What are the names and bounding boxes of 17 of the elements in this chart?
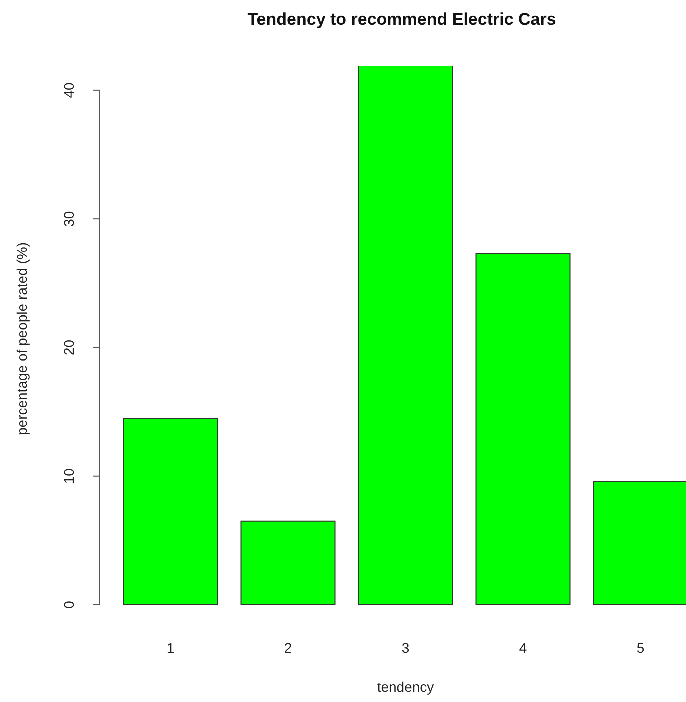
x-axis-title: tendency [377,679,434,695]
x-tick-label: 3 [402,640,410,656]
y-tick-label: 0 [61,600,77,609]
y-axis-title: percentage of people rated (%) [14,242,30,436]
y-tick-label: 10 [61,468,77,484]
y-tick-label: 20 [61,340,77,356]
bar [240,520,336,605]
x-tick-label: 4 [519,640,528,656]
chart-title: Tendency to recommend Electric Cars [246,10,558,30]
y-tick-label: 40 [61,82,77,98]
bar [476,253,571,605]
x-tick-label: 2 [284,640,292,656]
bar [123,418,218,605]
y-tick-label: 30 [61,211,77,227]
x-tick-label: 5 [636,640,645,656]
x-tick-label: 1 [166,640,175,656]
bar [358,66,454,605]
